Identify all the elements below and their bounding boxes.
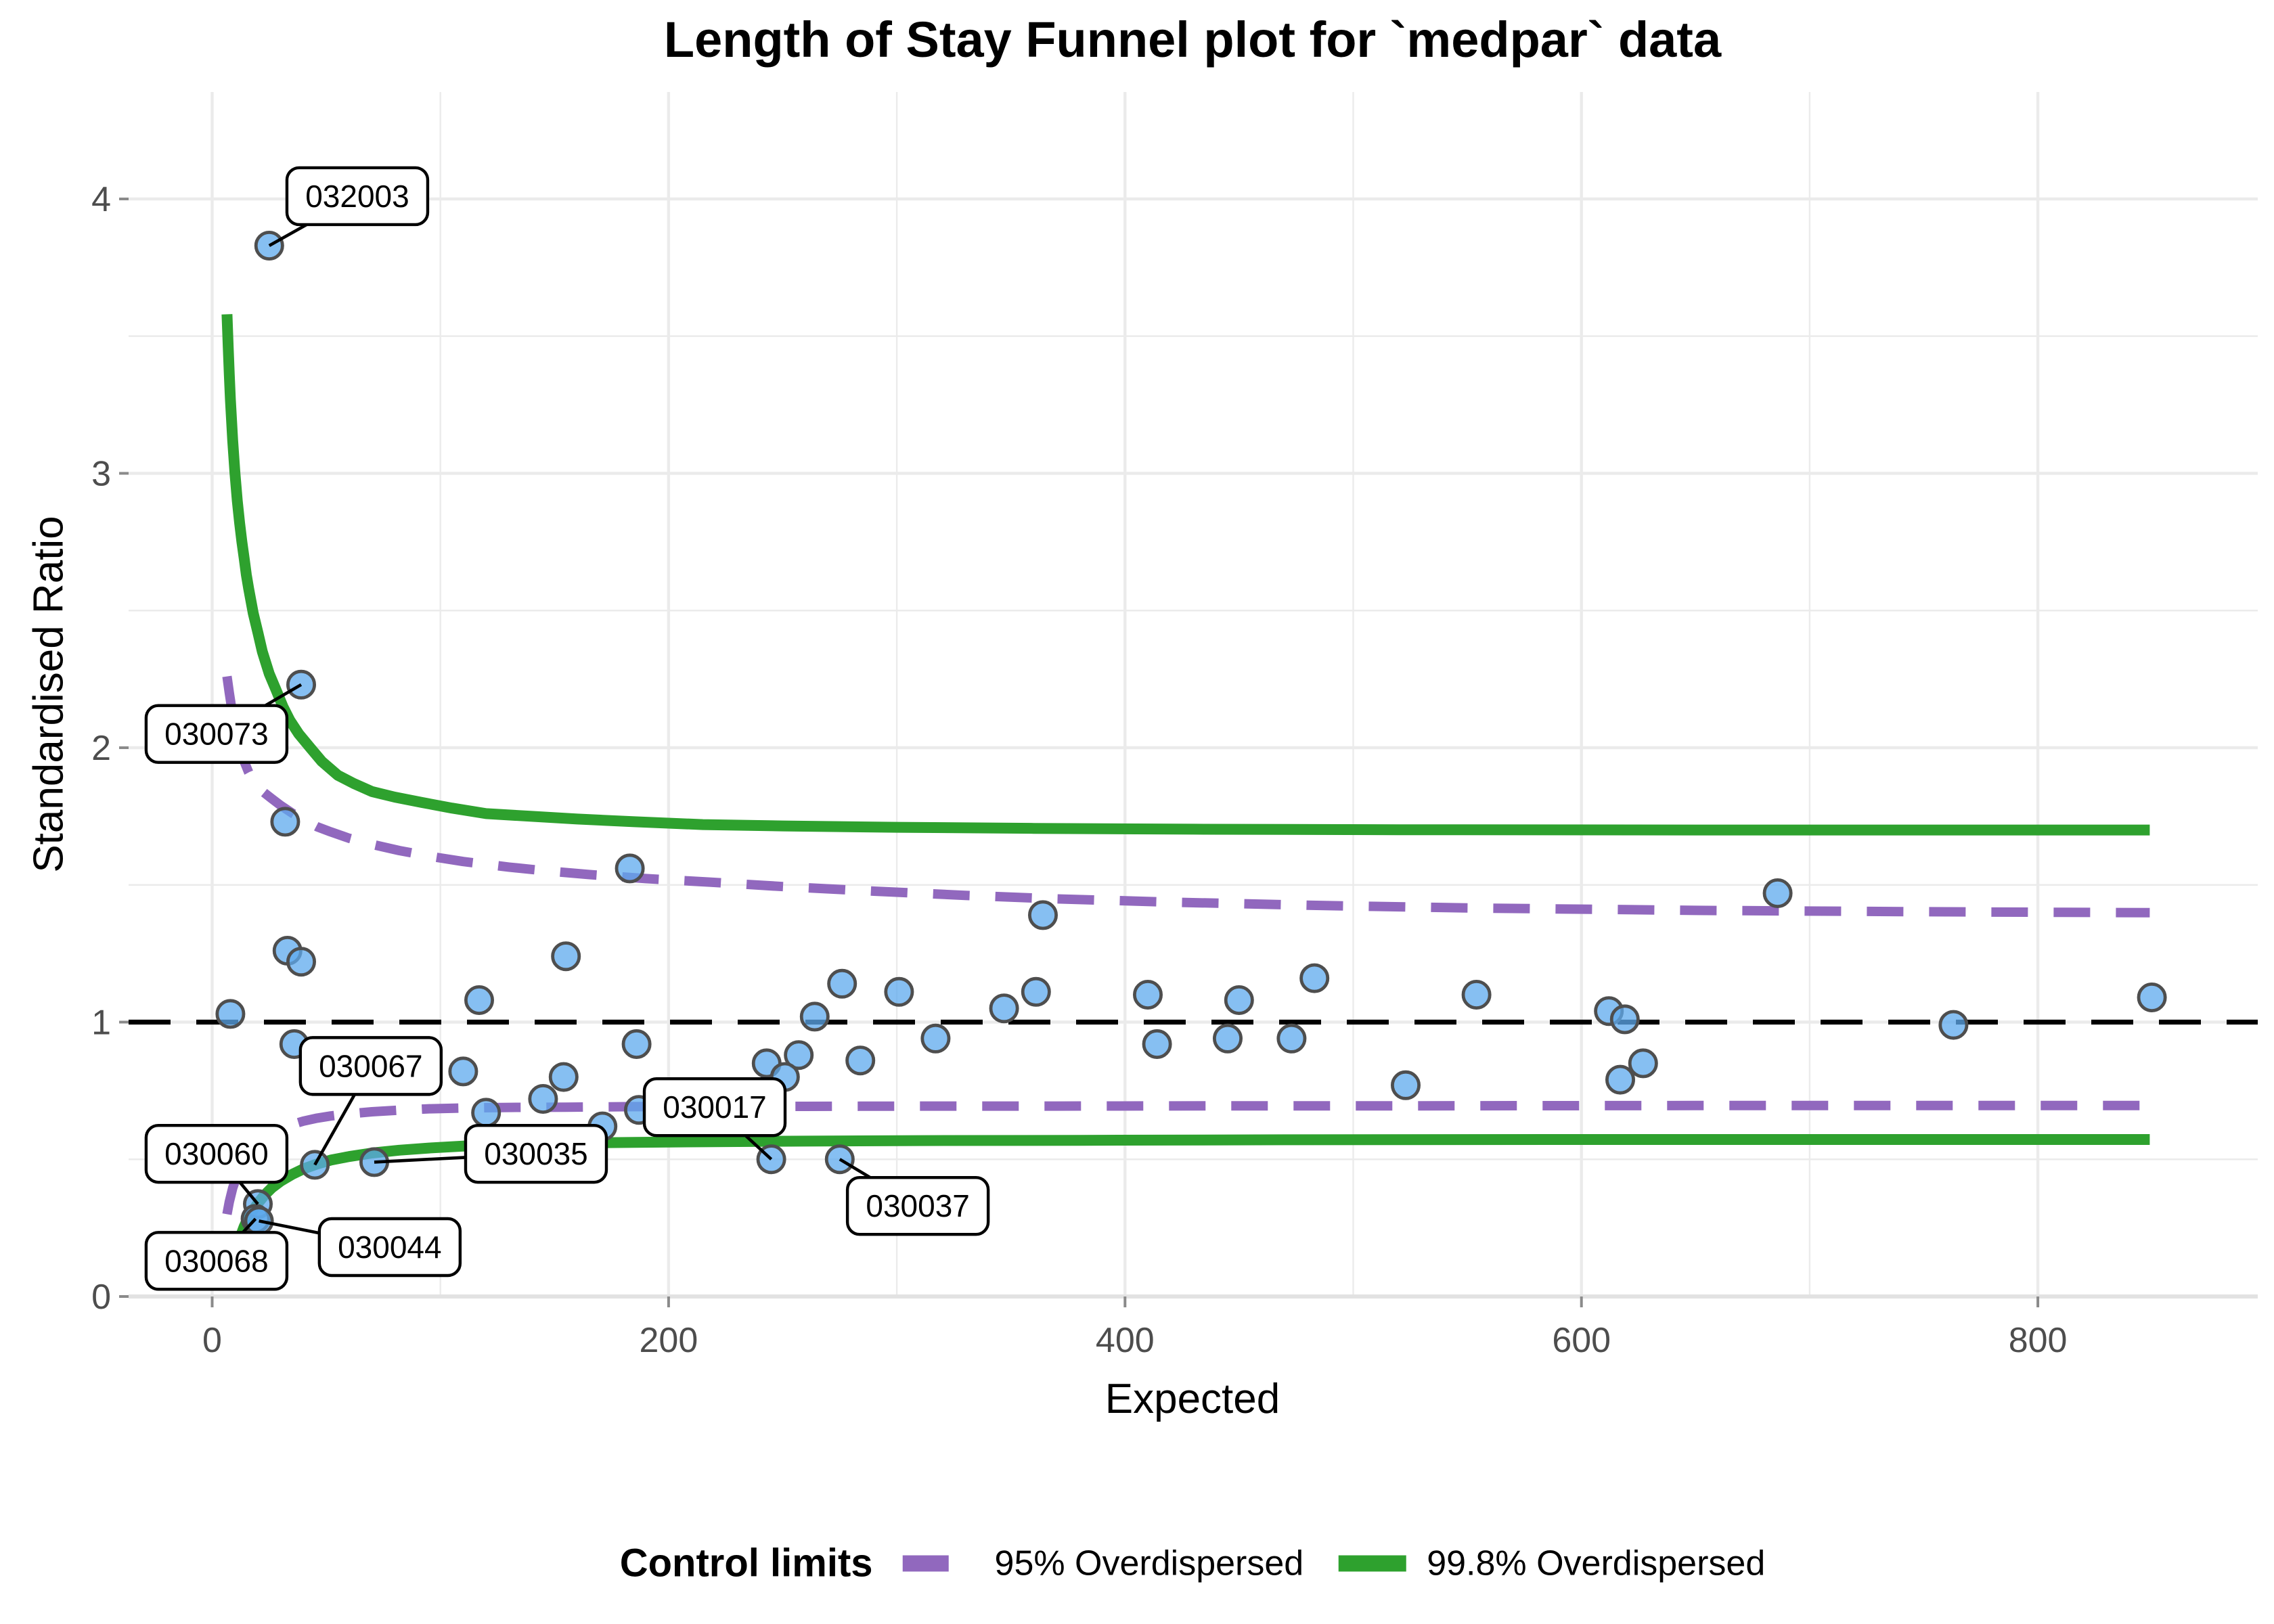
label-connector-030073 <box>264 683 303 707</box>
data-point <box>471 1098 501 1128</box>
data-point <box>1605 1064 1635 1095</box>
y-tick-label: 0 <box>91 1278 111 1317</box>
point-label-text-030068: 030068 <box>164 1243 269 1278</box>
data-point <box>448 1056 478 1087</box>
x-axis-title: Expected <box>1105 1376 1280 1422</box>
data-point <box>827 968 857 999</box>
x-tick-label: 600 <box>1552 1321 1611 1360</box>
point-label-text-030044: 030044 <box>338 1230 442 1265</box>
data-point <box>920 1023 951 1054</box>
x-tick-label: 400 <box>1096 1321 1155 1360</box>
point-label-box-030060 <box>144 1123 289 1184</box>
label-connector-032003 <box>268 223 308 248</box>
legend-key-998-line-icon <box>1339 1555 1407 1571</box>
point-label-text-030060: 030060 <box>164 1136 269 1171</box>
label-connector-030067 <box>313 1093 357 1166</box>
x-tick-label: 0 <box>202 1321 222 1360</box>
data-point <box>621 1029 652 1060</box>
upper-95-limit-curve <box>222 675 2150 918</box>
point-label-box-030068 <box>144 1231 289 1291</box>
data-point <box>1276 1023 1307 1054</box>
point-label-text-030037: 030037 <box>866 1188 970 1223</box>
legend-key-95-dash-icon <box>902 1555 949 1571</box>
data-point <box>1390 1070 1421 1100</box>
label-connector-030044 <box>259 1219 320 1235</box>
data-point <box>2137 983 2167 1013</box>
data-point <box>1938 1010 1969 1040</box>
label-connector-030068 <box>242 1217 257 1234</box>
data-point <box>784 1040 814 1070</box>
label-connector-030037 <box>839 1158 871 1179</box>
point-label-box-032003 <box>285 166 430 227</box>
point-label-box-030067 <box>298 1036 443 1096</box>
legend-label-95: 95% Overdispersed <box>994 1543 1304 1583</box>
point-label-box-030035 <box>464 1123 608 1184</box>
data-point <box>1609 1004 1640 1035</box>
data-point <box>1461 980 1492 1010</box>
label-connector-030017 <box>744 1134 773 1160</box>
upper-99-8-limit-curve <box>221 314 2150 836</box>
legend-title: Control limits <box>619 1541 873 1585</box>
data-point <box>270 807 300 837</box>
point-label-box-030073 <box>144 704 289 764</box>
point-label-box-030017 <box>642 1077 787 1137</box>
x-tick-label: 800 <box>2009 1321 2068 1360</box>
data-point <box>1142 1029 1172 1060</box>
data-point <box>1213 1023 1243 1054</box>
data-point <box>1224 985 1254 1016</box>
data-point <box>1299 963 1330 993</box>
legend-label-998: 99.8% Overdispersed <box>1427 1543 1766 1583</box>
data-point <box>551 941 581 972</box>
point-label-text-032003: 032003 <box>305 179 409 214</box>
label-connector-030035 <box>374 1156 466 1164</box>
data-point <box>989 993 1019 1024</box>
data-point <box>286 947 316 977</box>
data-point <box>1133 980 1163 1010</box>
page-title: Length of Stay Funnel plot for `medpar` … <box>663 12 1722 68</box>
point-label-text-030017: 030017 <box>663 1089 767 1125</box>
y-tick-label: 4 <box>91 180 111 219</box>
data-point <box>615 853 645 884</box>
label-connector-030060 <box>238 1181 259 1205</box>
legend: Control limits 95% Overdispersed 99.8% O… <box>620 1541 1766 1586</box>
point-label-text-030073: 030073 <box>164 717 269 752</box>
point-label-text-030067: 030067 <box>319 1048 423 1083</box>
data-point <box>215 999 246 1029</box>
point-label-box-030044 <box>317 1217 462 1278</box>
data-point <box>528 1084 558 1114</box>
data-point <box>548 1062 579 1092</box>
data-point <box>464 985 495 1016</box>
y-axis-title: Standardised Ratio <box>25 516 72 873</box>
data-point <box>1021 976 1051 1007</box>
y-tick-label: 1 <box>91 1003 111 1043</box>
data-point <box>1762 878 1793 909</box>
data-point <box>884 976 914 1007</box>
x-tick-label: 200 <box>640 1321 698 1360</box>
data-point <box>1028 900 1058 930</box>
y-tick-label: 2 <box>91 729 111 768</box>
data-point <box>799 1001 830 1032</box>
data-point <box>845 1045 876 1076</box>
y-tick-label: 3 <box>91 455 111 494</box>
point-label-text-030035: 030035 <box>484 1136 588 1171</box>
point-label-box-030037 <box>845 1175 990 1236</box>
data-point <box>1628 1048 1658 1079</box>
